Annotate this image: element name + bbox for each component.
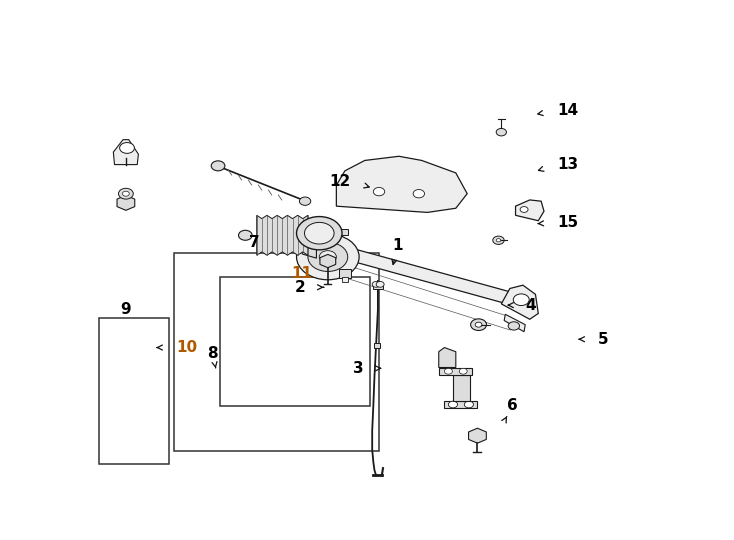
- Polygon shape: [504, 314, 526, 332]
- Circle shape: [239, 230, 252, 240]
- Circle shape: [211, 161, 225, 171]
- Circle shape: [299, 197, 310, 205]
- Circle shape: [496, 239, 501, 242]
- Polygon shape: [336, 156, 468, 212]
- Text: 10: 10: [176, 340, 197, 355]
- Circle shape: [123, 191, 129, 196]
- Circle shape: [297, 234, 359, 280]
- Polygon shape: [515, 200, 544, 221]
- Text: 14: 14: [557, 103, 578, 118]
- Circle shape: [376, 281, 384, 287]
- Circle shape: [308, 242, 348, 272]
- Polygon shape: [113, 140, 139, 165]
- Text: 15: 15: [557, 215, 578, 230]
- Polygon shape: [501, 285, 538, 319]
- Circle shape: [508, 322, 520, 330]
- Circle shape: [302, 235, 317, 246]
- Circle shape: [513, 294, 529, 306]
- Circle shape: [413, 190, 424, 198]
- Circle shape: [470, 319, 487, 330]
- Circle shape: [120, 143, 134, 153]
- Polygon shape: [374, 343, 379, 348]
- Polygon shape: [439, 348, 456, 368]
- Text: 7: 7: [249, 235, 259, 250]
- Circle shape: [444, 368, 452, 374]
- Circle shape: [305, 222, 334, 244]
- Circle shape: [321, 226, 335, 236]
- Circle shape: [448, 401, 457, 408]
- Text: 4: 4: [526, 298, 536, 313]
- Polygon shape: [339, 268, 351, 278]
- Text: 6: 6: [507, 399, 518, 413]
- Bar: [219, 277, 371, 406]
- Text: 2: 2: [294, 280, 305, 295]
- Polygon shape: [257, 215, 308, 255]
- Text: 11: 11: [291, 266, 313, 281]
- Polygon shape: [445, 401, 477, 408]
- Polygon shape: [308, 229, 348, 235]
- Polygon shape: [374, 282, 383, 288]
- Circle shape: [493, 236, 504, 245]
- Polygon shape: [117, 195, 135, 210]
- Polygon shape: [310, 238, 512, 304]
- Polygon shape: [342, 277, 348, 282]
- Circle shape: [118, 188, 134, 199]
- Circle shape: [297, 217, 342, 250]
- Circle shape: [475, 322, 482, 327]
- Bar: [174, 253, 379, 451]
- Polygon shape: [468, 428, 487, 443]
- Polygon shape: [302, 239, 316, 258]
- Polygon shape: [439, 368, 472, 375]
- Circle shape: [319, 251, 336, 263]
- Text: 12: 12: [330, 174, 351, 188]
- Circle shape: [372, 281, 380, 287]
- Text: 13: 13: [557, 157, 578, 172]
- Text: 5: 5: [598, 332, 608, 347]
- Bar: [98, 318, 169, 464]
- Polygon shape: [453, 375, 470, 401]
- Circle shape: [459, 368, 468, 374]
- Circle shape: [374, 187, 385, 196]
- Text: 3: 3: [353, 361, 363, 376]
- Circle shape: [520, 207, 528, 212]
- Circle shape: [496, 129, 506, 136]
- Text: 9: 9: [120, 302, 131, 317]
- Text: 1: 1: [393, 238, 403, 253]
- Text: 8: 8: [208, 346, 218, 361]
- Polygon shape: [320, 254, 335, 268]
- Circle shape: [465, 401, 473, 408]
